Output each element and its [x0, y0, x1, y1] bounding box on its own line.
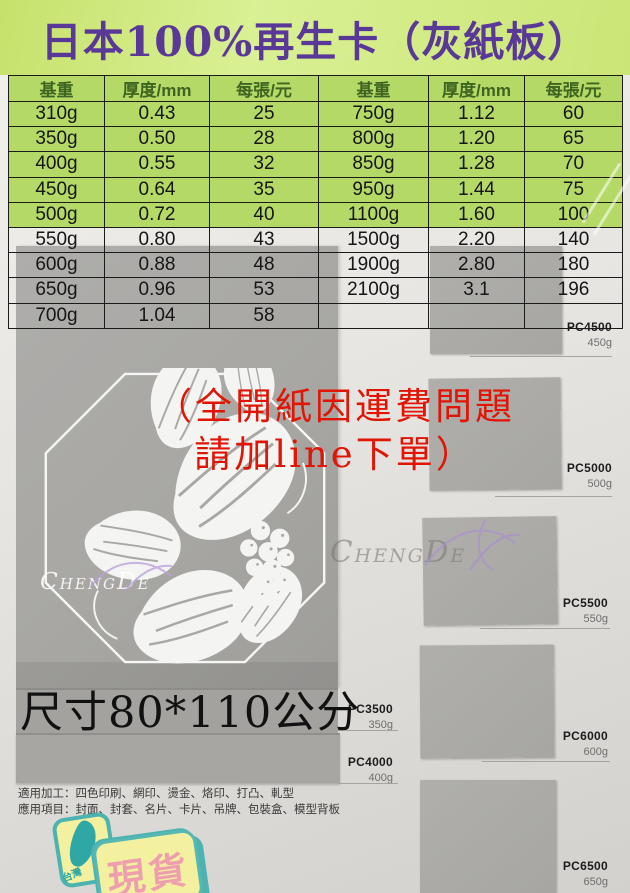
page-title: 日本100%再生卡（灰紙板）: [40, 17, 590, 66]
table-cell: 1900g: [318, 252, 429, 279]
table-cell: 32: [209, 151, 319, 178]
table-row: 700g 1.04 58: [8, 302, 623, 329]
table-row: 310g 0.43 25 750g 1.12 60: [8, 100, 623, 128]
table-cell: [524, 302, 623, 329]
table-cell: 58: [209, 302, 319, 329]
table-cell: 950g: [318, 176, 429, 203]
table-cell: 53: [209, 277, 319, 304]
table-cell: 1.04: [104, 302, 210, 329]
shipping-note: （全開紙因運費問題 請加line下單）: [140, 383, 530, 479]
table-row: 450g 0.64 35 950g 1.44 75: [8, 176, 623, 203]
table-row: 350g 0.50 28 800g 1.20 65: [8, 126, 623, 153]
table-cell: 1.44: [428, 176, 525, 203]
table-cell: 0.43: [104, 100, 210, 128]
sample-label: PC6000 600g: [562, 729, 608, 758]
table-cell: 850g: [318, 151, 429, 178]
watermark-flourish-icon: [424, 519, 521, 571]
table-cell: [428, 302, 525, 329]
table-cell: 43: [209, 226, 319, 254]
sample-sheet-pc6500: [420, 780, 556, 893]
watermark-flourish-icon: [90, 561, 173, 591]
usage-info-line1: 適用加工：四色印刷、網印、燙金、烙印、打凸、軋型: [18, 788, 294, 800]
table-cell: 2100g: [318, 277, 429, 304]
table-row: 600g 0.88 48 1900g 2.80 180: [8, 252, 623, 279]
table-header-row: 基重 厚度/mm 每張/元 基重 厚度/mm 每張/元: [8, 75, 623, 102]
title-band: 日本100%再生卡（灰紙板）: [0, 0, 630, 75]
table-cell: 700g: [8, 302, 105, 329]
chengde-watermark: CHENGDE: [330, 535, 467, 569]
table-header-cell: 基重: [318, 75, 429, 102]
table-cell: 1.28: [428, 151, 525, 178]
table-cell: 0.88: [104, 252, 210, 279]
table-cell: 550g: [8, 226, 105, 254]
table-cell: 400g: [8, 151, 105, 178]
sheet-size-text: 尺寸80*110公分: [20, 688, 361, 738]
sample-label: PC5500 550g: [562, 596, 608, 625]
table-cell: 48: [209, 252, 319, 279]
table-cell: 2.80: [428, 252, 525, 279]
table-row: 400g 0.55 32 850g 1.28 70: [8, 151, 623, 178]
taiwan-badge: 台灣: [50, 810, 120, 890]
stock-badge-group: 台灣 現貨: [50, 810, 252, 893]
table-cell: 1100g: [318, 201, 429, 228]
table-row: 650g 0.96 53 2100g 3.1 196: [8, 277, 623, 304]
table-cell: 500g: [8, 201, 105, 228]
table-cell: 0.80: [104, 226, 210, 254]
table-cell: 1.20: [428, 126, 525, 153]
table-cell: 1500g: [318, 226, 429, 254]
grape-leaf-octagon-print: [44, 368, 326, 668]
table-cell: 310g: [8, 100, 105, 128]
table-header-cell: 厚度/mm: [428, 75, 525, 102]
table-cell: 35: [209, 176, 319, 203]
pc3500-sheet-edge: [16, 688, 338, 735]
table-cell: 70: [524, 151, 623, 178]
table-cell: 2.20: [428, 226, 525, 254]
table-cell: 600g: [8, 252, 105, 279]
table-cell: 180: [524, 252, 623, 279]
table-cell: 0.50: [104, 126, 210, 153]
table-cell: 60: [524, 100, 623, 128]
shipping-note-line2: 請加line下單）: [194, 433, 476, 476]
pc4000-sheet-edge: [16, 733, 340, 783]
table-header-cell: 每張/元: [209, 75, 319, 102]
sample-sheet-pc6000: [419, 644, 555, 759]
table-header-cell: 每張/元: [524, 75, 623, 102]
price-table: 基重 厚度/mm 每張/元 基重 厚度/mm 每張/元 310g 0.43 25 750g 1.12…: [8, 75, 623, 329]
table-header-cell: 基重: [8, 75, 105, 102]
table-cell: 0.96: [104, 277, 210, 304]
taiwan-island-icon: [69, 820, 96, 867]
table-cell: 25: [209, 100, 319, 128]
table-cell: 0.72: [104, 201, 210, 228]
table-row: 550g 0.80 43 1500g 2.20 140: [8, 226, 623, 254]
table-cell: 750g: [318, 100, 429, 128]
shipping-note-line1: （全開紙因運費問題: [155, 385, 515, 428]
table-cell: 65: [524, 126, 623, 153]
table-cell: 650g: [8, 277, 105, 304]
table-cell: 1.12: [428, 100, 525, 128]
table-header-cell: 厚度/mm: [104, 75, 210, 102]
table-cell: 140: [524, 226, 623, 254]
table-cell: 1.60: [428, 201, 525, 228]
table-cell: 40: [209, 201, 319, 228]
table-cell: 0.64: [104, 176, 210, 203]
table-cell: 800g: [318, 126, 429, 153]
table-cell: [318, 302, 429, 329]
sample-label: PC5000 500g: [566, 461, 612, 490]
table-cell: 0.55: [104, 151, 210, 178]
table-cell: 3.1: [428, 277, 525, 304]
in-stock-label: 現貨: [105, 845, 191, 893]
table-cell: 350g: [8, 126, 105, 153]
table-cell: 196: [524, 277, 623, 304]
table-cell: 450g: [8, 176, 105, 203]
table-row: 500g 0.72 40 1100g 1.60 100: [8, 201, 623, 228]
sample-label: PC3500 350g: [347, 702, 393, 731]
sample-label: PC4000 400g: [347, 755, 393, 784]
chengde-watermark: CHENGDE: [40, 568, 151, 595]
table-cell: 28: [209, 126, 319, 153]
sample-label: PC6500 650g: [562, 859, 608, 888]
